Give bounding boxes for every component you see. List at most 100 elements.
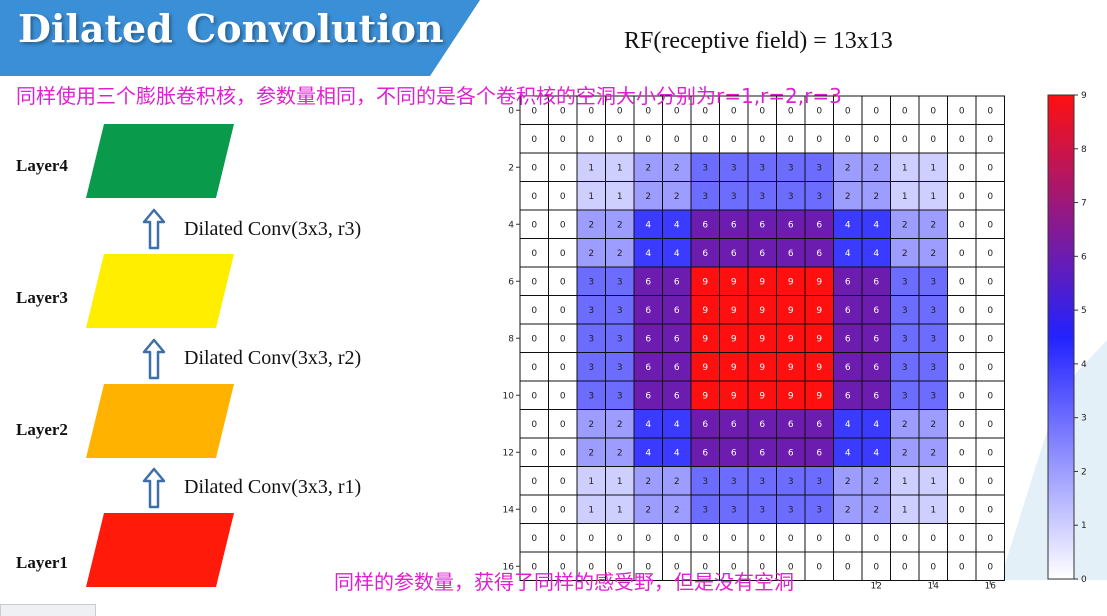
heatmap-cell-label: 0 bbox=[959, 562, 965, 572]
heatmap-cell bbox=[662, 494, 692, 524]
heatmap-cell bbox=[747, 409, 777, 439]
heatmap-cell-label: 0 bbox=[702, 135, 708, 145]
heatmap-cell-label: 0 bbox=[959, 334, 965, 344]
heatmap-cell-label: 0 bbox=[531, 135, 537, 145]
x-tick-label: 14 bbox=[928, 582, 940, 592]
heatmap-cell-label: 3 bbox=[731, 505, 737, 515]
up-arrow-icon bbox=[142, 208, 166, 250]
heatmap-cell-label: 0 bbox=[759, 534, 765, 544]
heatmap-cell-label: 0 bbox=[531, 391, 537, 401]
heatmap-cell bbox=[776, 152, 806, 182]
heatmap-cell-label: 0 bbox=[902, 562, 908, 572]
heatmap-cell bbox=[719, 181, 749, 211]
heatmap-cell-label: 0 bbox=[873, 534, 879, 544]
heatmap-cell-label: 0 bbox=[531, 363, 537, 373]
heatmap-cell-label: 2 bbox=[902, 420, 908, 430]
heatmap-cell bbox=[605, 437, 635, 467]
heatmap-cell-label: 0 bbox=[588, 106, 594, 116]
colorbar-tick-label: 4 bbox=[1081, 360, 1087, 370]
dilated-conv-r1-label: Dilated Conv(3x3, r1) bbox=[184, 476, 362, 498]
heatmap-cell-label: 6 bbox=[731, 420, 737, 430]
heatmap-cell-label: 0 bbox=[987, 277, 993, 287]
receptive-field-label: RF(receptive field) = 13x13 bbox=[624, 28, 893, 54]
heatmap-cell-label: 3 bbox=[902, 277, 908, 287]
heatmap-cell bbox=[747, 209, 777, 239]
heatmap-cell-label: 0 bbox=[674, 106, 680, 116]
y-tick-label: 10 bbox=[503, 391, 515, 401]
heatmap-cell-label: 3 bbox=[816, 505, 822, 515]
heatmap-cell bbox=[576, 551, 606, 581]
heatmap-cell-label: 0 bbox=[531, 534, 537, 544]
heatmap-cell-label: 9 bbox=[816, 363, 822, 373]
heatmap-cell-label: 0 bbox=[560, 220, 566, 230]
heatmap-cell-label: 2 bbox=[902, 448, 908, 458]
heatmap-cell-label: 2 bbox=[645, 505, 651, 515]
heatmap-cell-label: 0 bbox=[531, 192, 537, 202]
heatmap-cell bbox=[890, 181, 920, 211]
heatmap-cell bbox=[918, 95, 948, 125]
heatmap-cell-label: 1 bbox=[902, 192, 908, 202]
heatmap-cell bbox=[747, 152, 777, 182]
heatmap-cell-label: 3 bbox=[788, 505, 794, 515]
heatmap-cell bbox=[633, 238, 663, 268]
heatmap-cell-label: 6 bbox=[788, 420, 794, 430]
heatmap-cell-label: 6 bbox=[759, 420, 765, 430]
heatmap-cell-label: 4 bbox=[674, 448, 680, 458]
heatmap-cell bbox=[605, 266, 635, 296]
taskbar-fragment bbox=[0, 604, 96, 616]
heatmap-cell bbox=[633, 352, 663, 382]
heatmap-cell bbox=[719, 323, 749, 353]
heatmap-cell-label: 0 bbox=[702, 106, 708, 116]
heatmap-cell bbox=[890, 152, 920, 182]
heatmap-cell-label: 0 bbox=[560, 163, 566, 173]
heatmap-cell-label: 0 bbox=[788, 135, 794, 145]
heatmap-cell bbox=[776, 494, 806, 524]
heatmap-cell bbox=[975, 409, 1005, 439]
heatmap-cell-label: 0 bbox=[560, 249, 566, 259]
heatmap-cell bbox=[690, 238, 720, 268]
heatmap-cell-label: 0 bbox=[902, 135, 908, 145]
heatmap-cell-label: 2 bbox=[588, 420, 594, 430]
heatmap-cell-label: 3 bbox=[731, 192, 737, 202]
heatmap-cell-label: 0 bbox=[560, 477, 566, 487]
heatmap-cell bbox=[548, 209, 578, 239]
heatmap-cell-label: 0 bbox=[987, 477, 993, 487]
heatmap-cell bbox=[633, 380, 663, 410]
heatmap-cell-label: 0 bbox=[959, 306, 965, 316]
heatmap-cell bbox=[861, 95, 891, 125]
heatmap-cell-label: 4 bbox=[873, 249, 879, 259]
heatmap-cell bbox=[690, 124, 720, 154]
heatmap-cell bbox=[776, 209, 806, 239]
heatmap-cell bbox=[719, 352, 749, 382]
heatmap-cell-label: 0 bbox=[987, 420, 993, 430]
heatmap-cell bbox=[804, 124, 834, 154]
heatmap-cell-label: 9 bbox=[759, 277, 765, 287]
heatmap-cell bbox=[548, 95, 578, 125]
heatmap-cell-label: 3 bbox=[788, 477, 794, 487]
y-tick-label: 2 bbox=[508, 163, 514, 173]
heatmap-cell bbox=[605, 323, 635, 353]
heatmap-cell-label: 3 bbox=[731, 163, 737, 173]
heatmap-cell bbox=[890, 409, 920, 439]
colorbar-tick-label: 0 bbox=[1081, 575, 1087, 583]
heatmap-cell-label: 3 bbox=[816, 192, 822, 202]
heatmap-cell-label: 1 bbox=[588, 192, 594, 202]
heatmap-cell-label: 0 bbox=[560, 448, 566, 458]
heatmap-cell bbox=[804, 238, 834, 268]
x-tick-label: 12 bbox=[871, 582, 882, 592]
heatmap-cell bbox=[776, 380, 806, 410]
heatmap-cell bbox=[519, 523, 549, 553]
heatmap-cell bbox=[690, 295, 720, 325]
layer2-shape bbox=[86, 384, 234, 458]
colorbar-tick-label: 1 bbox=[1081, 521, 1087, 531]
heatmap-cell bbox=[804, 323, 834, 353]
layer4-label: Layer4 bbox=[16, 156, 68, 175]
heatmap-cell bbox=[804, 551, 834, 581]
heatmap-cell-label: 4 bbox=[645, 220, 651, 230]
heatmap-cell bbox=[861, 152, 891, 182]
heatmap-cell-label: 9 bbox=[759, 391, 765, 401]
heatmap-cell bbox=[662, 124, 692, 154]
heatmap-cell-label: 0 bbox=[531, 334, 537, 344]
heatmap-cell bbox=[947, 551, 977, 581]
heatmap-cell bbox=[890, 352, 920, 382]
